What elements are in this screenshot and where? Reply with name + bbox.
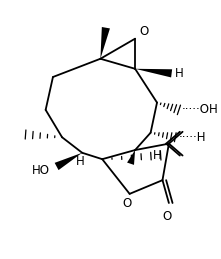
Text: ·····H: ·····H [179,131,206,144]
Text: H: H [153,149,162,162]
Text: H: H [76,155,85,168]
Text: HO: HO [32,164,50,177]
Text: O: O [122,197,131,210]
Polygon shape [135,69,172,77]
Text: O: O [162,210,172,223]
Text: O: O [140,25,149,38]
Text: H: H [175,67,184,80]
Polygon shape [100,27,110,59]
Text: ·····OH: ·····OH [182,103,218,116]
Polygon shape [127,150,135,165]
Polygon shape [55,153,82,170]
